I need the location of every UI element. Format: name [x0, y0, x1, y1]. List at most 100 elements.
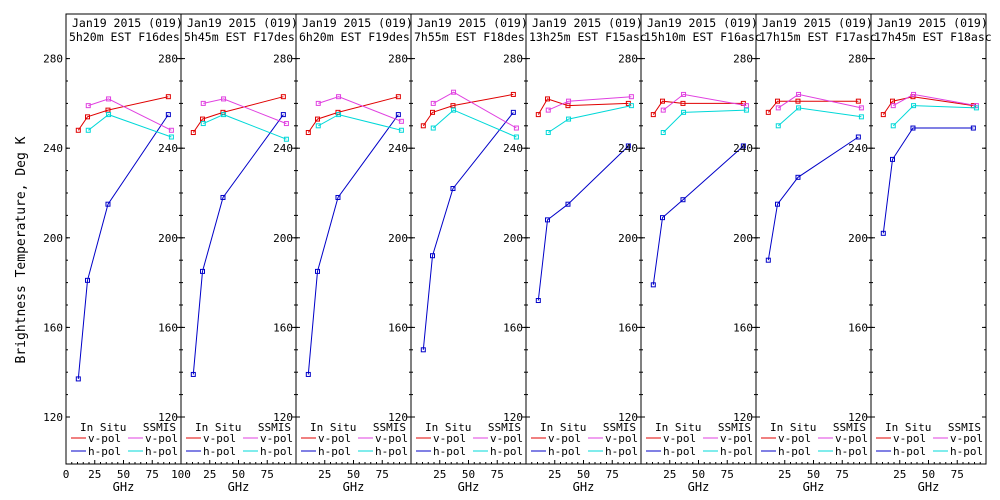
x-tick-label: 50: [347, 468, 360, 481]
data-point: [911, 103, 917, 109]
legend-label: h-pol: [663, 445, 696, 458]
legend-in-situ: In Situ: [655, 421, 701, 434]
panel-time: 5h45m EST F17des: [184, 30, 295, 44]
legend-ssmis: SSMIS: [718, 421, 751, 434]
data-point: [280, 94, 286, 100]
x-tick-label: 75: [606, 468, 619, 481]
panel: Jan19 2015 (019)5h45m EST F17des 120 160 20…: [158, 13, 298, 494]
panel: Jan19 2015 (019)15h10m EST F16asc 120 160 2…: [618, 13, 762, 494]
legend-label: v-pol: [433, 432, 466, 445]
data-point: [545, 217, 551, 223]
legend-ssmis: SSMIS: [488, 421, 521, 434]
data-point: [740, 143, 746, 149]
x-tick-label: 50: [692, 468, 705, 481]
panel-time: 13h25m EST F15asc: [529, 30, 647, 44]
series-line: [537, 98, 629, 115]
y-tick-label: 280: [848, 53, 868, 66]
x-tick-label: 25: [318, 468, 331, 481]
data-point: [335, 194, 341, 200]
data-point: [650, 112, 656, 118]
x-tick-label: 75: [836, 468, 849, 481]
legend-label: v-pol: [375, 432, 408, 445]
data-point: [765, 257, 771, 263]
data-point: [510, 109, 516, 115]
legend-label: v-pol: [950, 432, 983, 445]
data-point: [430, 100, 436, 106]
y-tick-label: 240: [43, 142, 63, 155]
data-point: [106, 96, 112, 102]
panel-date: Jan19 2015 (019): [187, 16, 298, 30]
x-tick-label: 25: [778, 468, 791, 481]
data-point: [565, 201, 571, 207]
y-tick-label: 280: [503, 53, 523, 66]
series-line: [662, 109, 747, 133]
legend-ssmis: SSMIS: [948, 421, 981, 434]
legend-ssmis: SSMIS: [373, 421, 406, 434]
data-point: [305, 130, 311, 136]
panel-date: Jan19 2015 (019): [762, 16, 873, 30]
panel-date: Jan19 2015 (019): [417, 16, 528, 30]
y-tick-label: 120: [618, 411, 638, 424]
series-line: [652, 145, 744, 285]
y-tick-label: 120: [848, 411, 868, 424]
data-point: [165, 94, 171, 100]
legend-in-situ: In Situ: [885, 421, 931, 434]
data-point: [200, 100, 206, 106]
data-point: [775, 105, 781, 111]
panel-time: 15h10m EST F16asc: [644, 30, 762, 44]
legend-label: v-pol: [663, 432, 696, 445]
legend-in-situ: In Situ: [540, 421, 586, 434]
legend-label: h-pol: [318, 445, 351, 458]
legend-label: h-pol: [145, 445, 178, 458]
y-tick-label: 240: [158, 142, 178, 155]
data-point: [795, 98, 801, 104]
legend-label: v-pol: [260, 432, 293, 445]
x-tick-label: 25: [88, 468, 101, 481]
legend-label: v-pol: [145, 432, 178, 445]
x-axis-label: GHz: [688, 480, 710, 494]
y-tick-label: 200: [273, 232, 293, 245]
series-line: [318, 96, 402, 122]
series-line: [432, 109, 517, 138]
legend-label: h-pol: [260, 445, 293, 458]
series-line: [318, 114, 402, 131]
legend-label: v-pol: [490, 432, 523, 445]
data-point: [168, 134, 174, 140]
data-point: [743, 107, 749, 113]
y-tick-label: 120: [273, 411, 293, 424]
data-point: [660, 107, 666, 113]
data-point: [105, 201, 111, 207]
x-tick-label: 50: [577, 468, 590, 481]
legend-label: v-pol: [835, 432, 868, 445]
data-point: [395, 112, 401, 118]
series-line: [77, 96, 169, 131]
data-point: [420, 347, 426, 353]
x-axis-label: GHz: [343, 480, 365, 494]
data-point: [315, 268, 321, 274]
y-tick-label: 280: [273, 53, 293, 66]
x-tick-label: 25: [893, 468, 906, 481]
panel-time: 17h45m EST F18asc: [874, 30, 992, 44]
data-point: [398, 127, 404, 133]
data-point: [855, 98, 861, 104]
y-tick-label: 200: [43, 232, 63, 245]
data-point: [535, 112, 541, 118]
x-axis-label: GHz: [458, 480, 480, 494]
data-point: [775, 123, 781, 129]
data-point: [165, 112, 171, 118]
legend-label: h-pol: [548, 445, 581, 458]
data-point: [545, 130, 551, 136]
legend-label: h-pol: [893, 445, 926, 458]
x-axis-label: GHz: [803, 480, 825, 494]
y-tick-label: 160: [158, 321, 178, 334]
series-line: [892, 105, 977, 127]
data-point: [280, 112, 286, 118]
data-point: [283, 136, 289, 142]
data-point: [315, 116, 321, 122]
y-tick-label: 120: [733, 411, 753, 424]
panel-date: Jan19 2015 (019): [877, 16, 988, 30]
data-point: [545, 107, 551, 113]
legend-label: v-pol: [203, 432, 236, 445]
y-tick-label: 160: [733, 321, 753, 334]
x-tick-label: 75: [951, 468, 964, 481]
